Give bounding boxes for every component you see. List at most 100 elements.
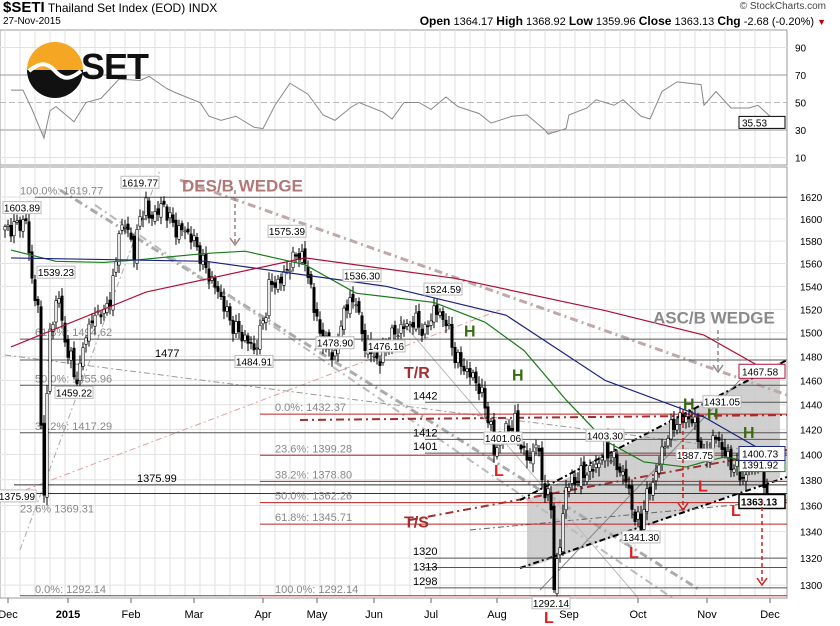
x-tick-label: Nov (697, 609, 717, 621)
price-level-label: 0.0%: 1292.14 (35, 584, 106, 596)
rsi-line (11, 75, 777, 140)
candle-body (570, 473, 574, 484)
price-level-label: 100.0%: 1292.14 (275, 584, 358, 596)
price-callout: 1575.39 (269, 227, 306, 238)
chart-annotation: H (683, 397, 695, 414)
copyright: © StockCharts.com (739, 1, 826, 12)
candle-body (156, 208, 160, 215)
candle-body (717, 437, 721, 441)
close-label: Close (638, 14, 672, 28)
price-level-label: 1320 (413, 546, 437, 558)
candle-body (477, 383, 481, 394)
candle-body (159, 203, 163, 218)
candle-body (354, 304, 358, 307)
ma-last-tag-box (738, 363, 786, 379)
candle-body (426, 325, 430, 328)
candle-body (27, 221, 31, 254)
candle-body (573, 477, 577, 486)
candle-body (669, 419, 673, 440)
candle-body (432, 305, 436, 323)
chart-annotation: L (494, 463, 504, 480)
trendline (24, 309, 501, 491)
candle-body (63, 322, 67, 343)
x-tick-label: Apr (254, 609, 271, 621)
candle-body (543, 483, 547, 499)
rsi-panel-border (0, 29, 788, 166)
price-callout-box (423, 282, 463, 296)
candle-body (588, 465, 592, 472)
price-callout-box (702, 395, 742, 409)
candle-body (9, 224, 13, 237)
price-level-label: 1375.99 (137, 473, 177, 485)
candle-body (726, 451, 730, 459)
x-tick-label: Dec (760, 609, 780, 621)
candle-body (99, 314, 103, 318)
index-name: Thailand Set Index (EOD) (47, 1, 186, 15)
candle-body (687, 416, 691, 420)
candle-body (186, 228, 190, 233)
candle-body (624, 468, 628, 483)
candle-body (651, 482, 655, 496)
candle-body (450, 324, 454, 348)
candle-body (339, 325, 343, 339)
low-label: Low (568, 14, 593, 28)
candle-body (60, 295, 64, 321)
high-value: 1368.92 (526, 16, 566, 28)
set-logo-text: SET (81, 46, 149, 87)
candle-body (474, 371, 478, 384)
candle-body (300, 251, 304, 263)
x-tick-label: Jun (365, 609, 383, 621)
candle-body (87, 323, 91, 342)
candle-body (18, 219, 22, 231)
price-level-label: 61.8%: 1345.71 (275, 512, 352, 524)
price-level-label: 100.0%: 1619.77 (20, 185, 103, 197)
price-callout: 1603.89 (4, 204, 41, 215)
candle-body (564, 487, 568, 511)
candle-body (660, 446, 664, 465)
candle-body (642, 509, 646, 530)
candle-body (111, 275, 115, 311)
candle-body (144, 197, 148, 216)
candle-body (558, 547, 562, 556)
candle-body (345, 304, 349, 311)
price-tick-label: 1300 (800, 581, 823, 592)
candle-body (282, 271, 286, 286)
price-tick-label: 1400 (800, 450, 823, 461)
ma-last-tag: 1391.92 (742, 461, 779, 472)
candle-body (744, 474, 748, 482)
price-callout-box (315, 336, 355, 350)
candle-body (78, 362, 82, 382)
candle-body (579, 465, 583, 487)
price-callout: 1476.16 (368, 342, 405, 353)
candle-body (222, 296, 226, 312)
candle-body (618, 466, 622, 473)
price-level-label: 0.0%: 1432.37 (275, 402, 346, 414)
candle-body (351, 293, 355, 303)
candle-body (261, 320, 265, 325)
candle-body (126, 223, 130, 230)
candle-body (123, 226, 127, 229)
candle-body (207, 268, 211, 282)
trendline (94, 204, 675, 598)
arrow-down-icon (677, 502, 689, 512)
candle-body (549, 492, 553, 511)
price-callout-box (366, 339, 406, 353)
candle-body (408, 324, 412, 327)
candle-body (357, 301, 361, 313)
candle-body (453, 347, 457, 364)
price-callout: 1375.99 (0, 492, 36, 503)
candle-body (84, 337, 88, 345)
candle-body (723, 447, 727, 457)
price-callout-box (342, 269, 382, 283)
candle-body (192, 235, 196, 241)
arrow-down-icon (712, 364, 724, 374)
candle-body (585, 474, 589, 482)
candle-body (471, 372, 475, 379)
price-callout: 1619.77 (122, 178, 159, 189)
chart-title: $SETI Thailand Set Index (EOD) INDX (3, 0, 217, 16)
candle-body (741, 477, 745, 479)
candle-body (663, 446, 667, 449)
candle-body (372, 355, 376, 358)
ohlc-readout: Open 1364.17 High 1368.92 Low 1359.96 Cl… (420, 14, 826, 29)
price-callout: 1459.22 (56, 388, 93, 399)
